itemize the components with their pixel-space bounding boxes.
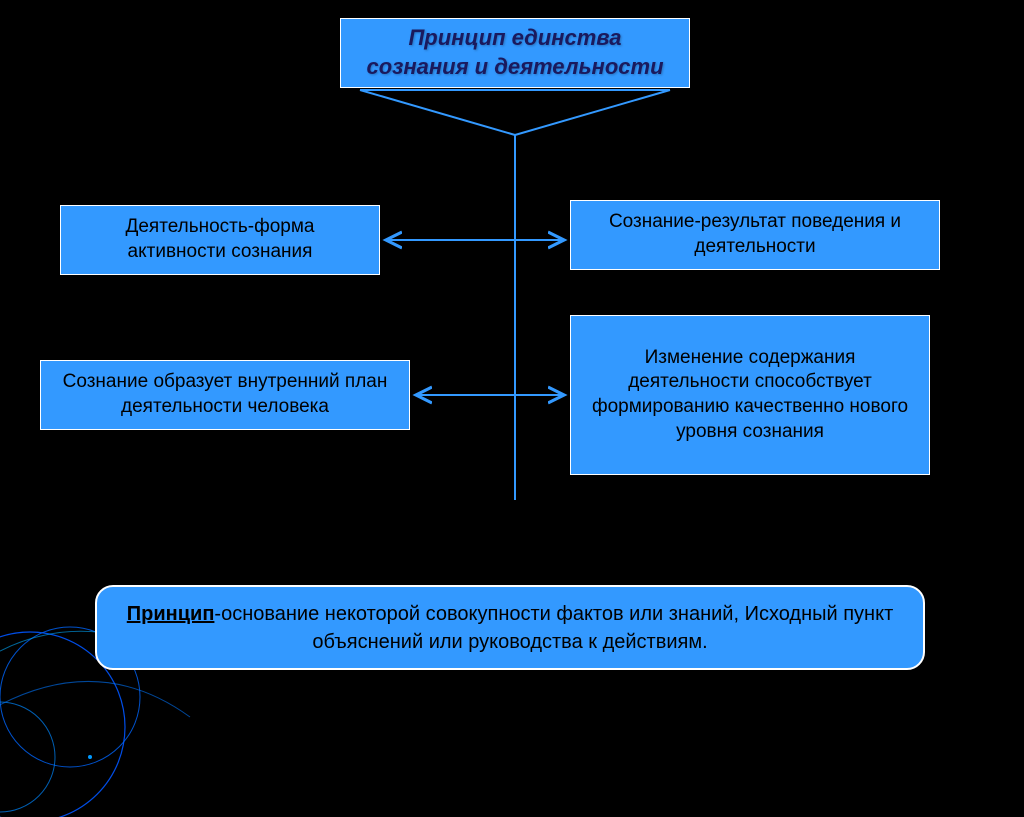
node-right1-text: Сознание-результат поведения и деятельно… xyxy=(585,210,925,259)
node-left2: Сознание образует внутренний план деятел… xyxy=(40,360,410,430)
title-box: Принцип единства сознания и деятельности xyxy=(340,18,690,88)
node-left1-text: Деятельность-форма активности сознания xyxy=(75,215,365,264)
footer-prefix: Принцип xyxy=(127,603,215,625)
title-line2: сознания и деятельности xyxy=(366,54,663,79)
node-right1: Сознание-результат поведения и деятельно… xyxy=(570,200,940,270)
node-right2-text: Изменение содержания деятельности способ… xyxy=(585,346,915,445)
footer-box: Принцип-основание некоторой совокупности… xyxy=(95,585,925,670)
node-right2: Изменение содержания деятельности способ… xyxy=(570,315,930,475)
footer-rest: -основание некоторой совокупности фактов… xyxy=(214,603,893,653)
node-left2-text: Сознание образует внутренний план деятел… xyxy=(55,370,395,419)
node-left1: Деятельность-форма активности сознания xyxy=(60,205,380,275)
title-line1: Принцип единства xyxy=(408,25,621,50)
